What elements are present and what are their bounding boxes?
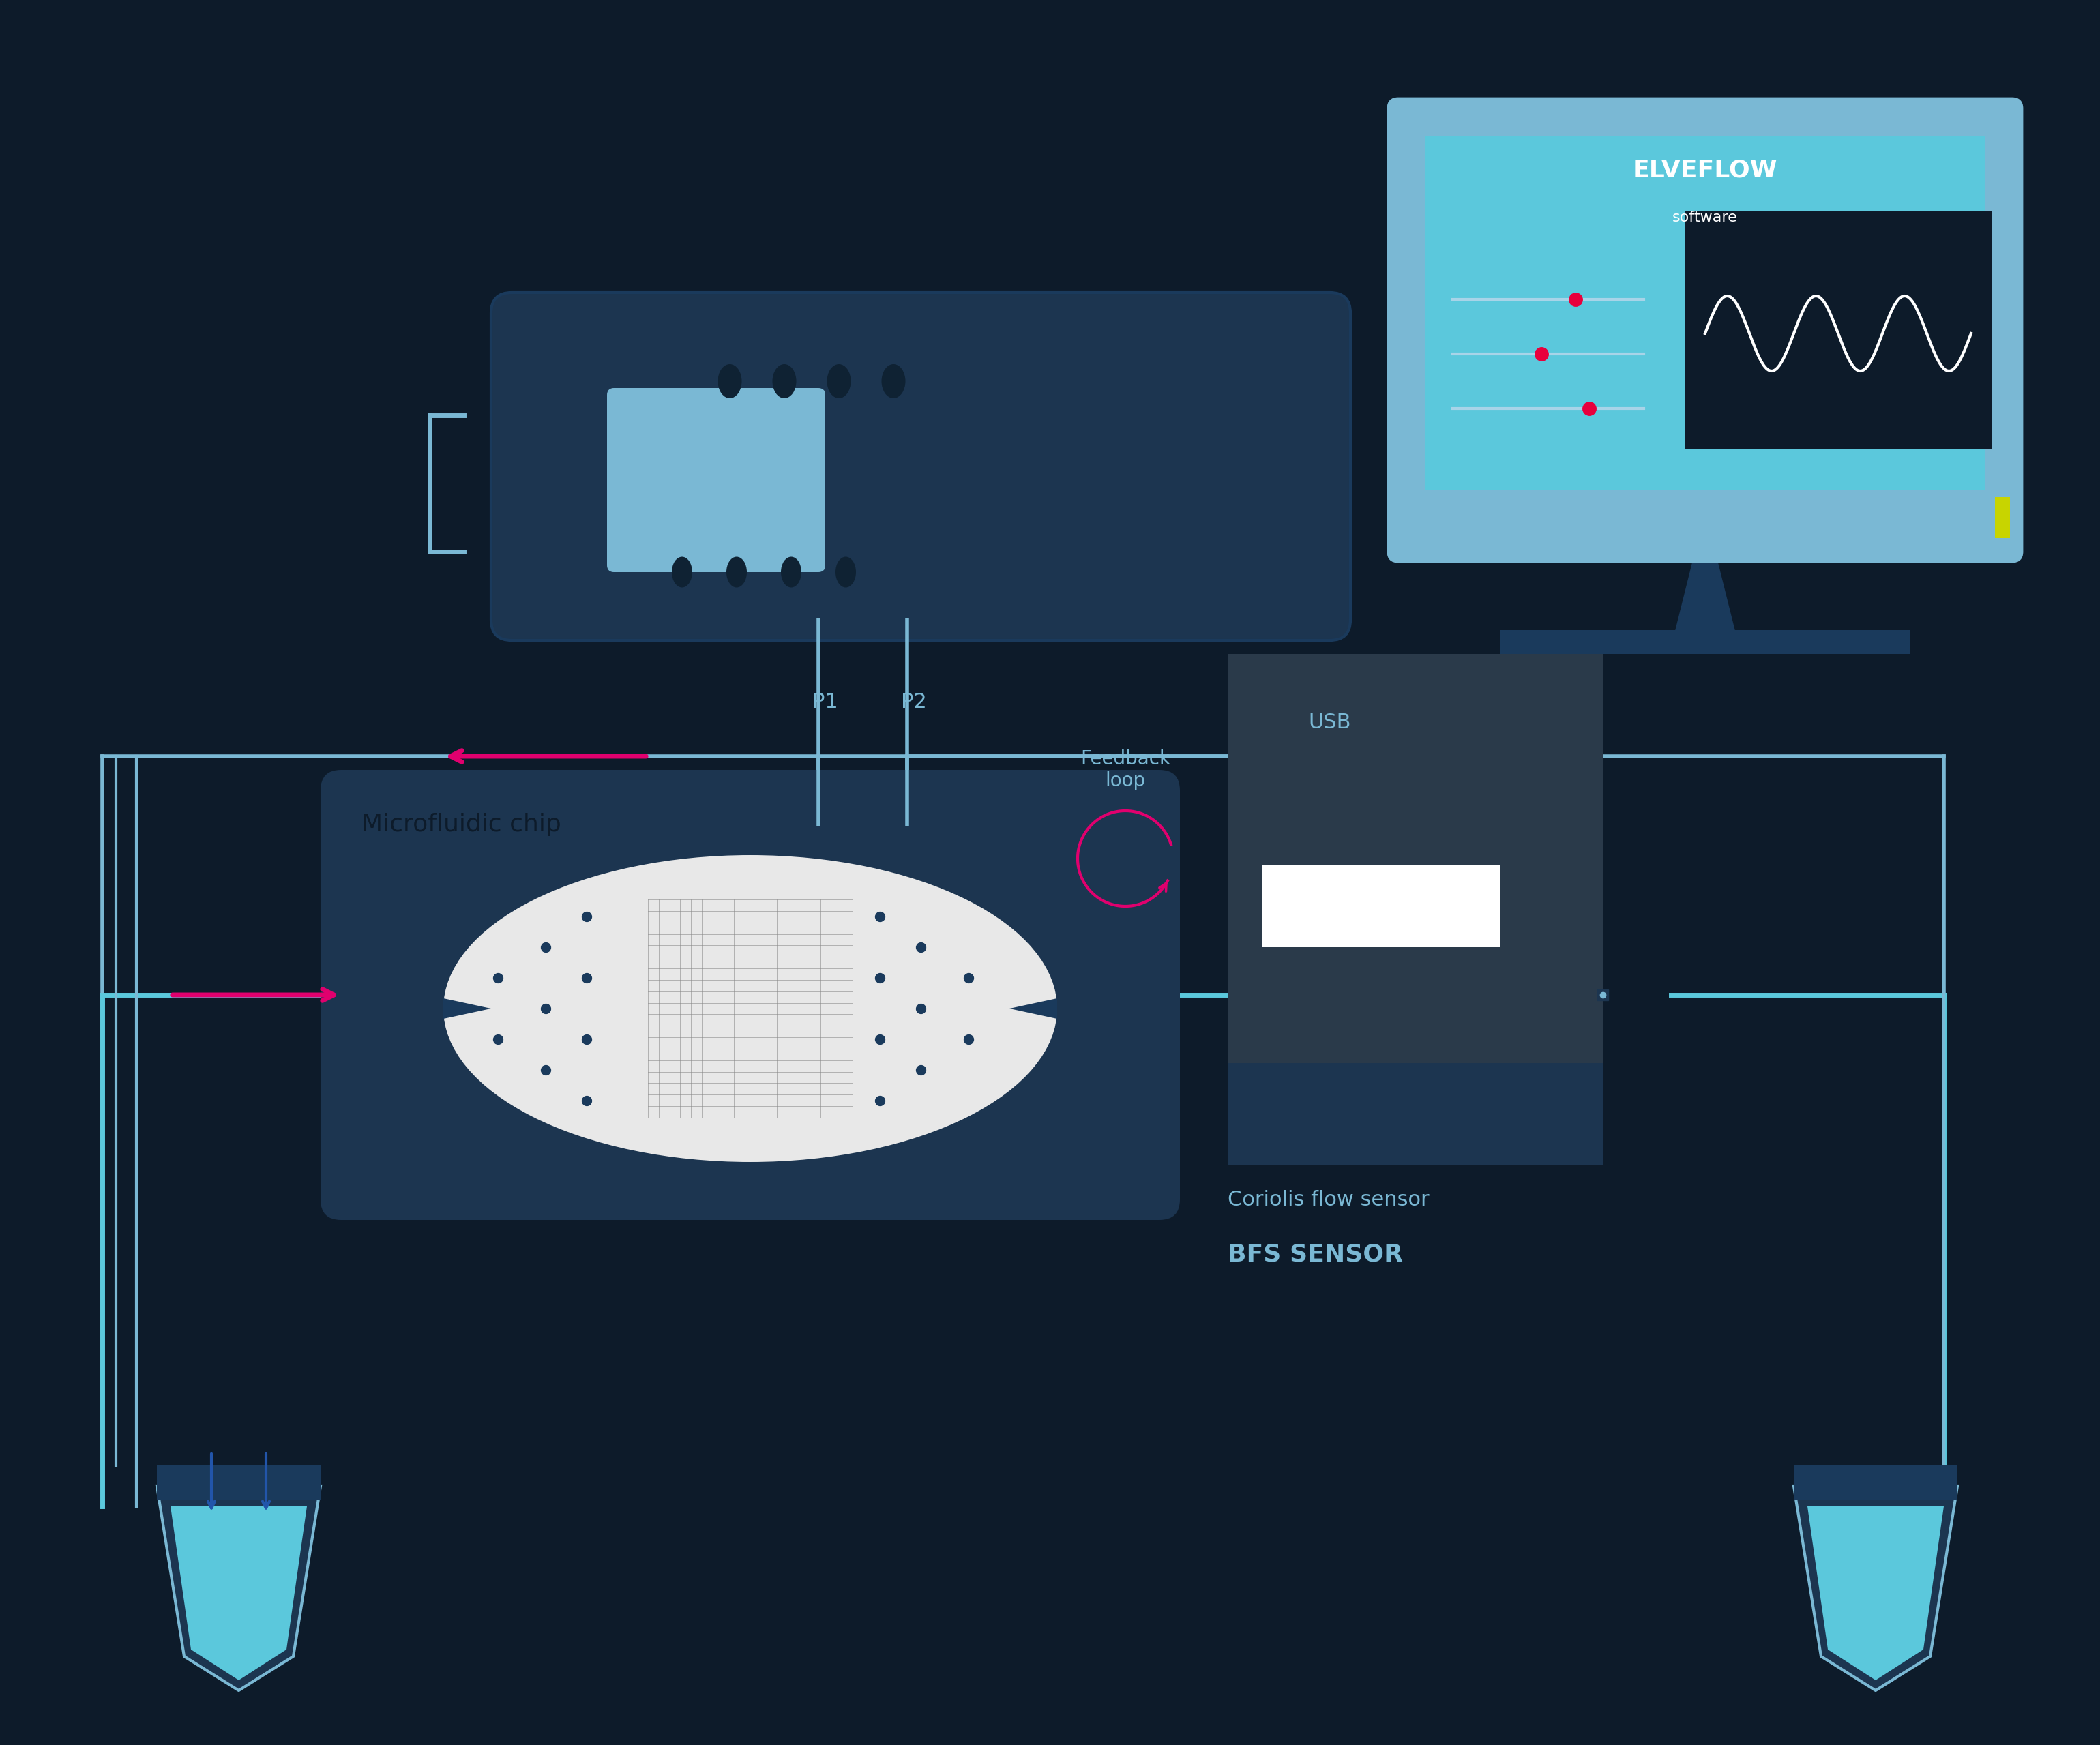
Text: P1: P1 — [813, 691, 838, 712]
Text: Coriolis flow sensor: Coriolis flow sensor — [1228, 1190, 1430, 1209]
Text: Collecting: Collecting — [1535, 1570, 1663, 1593]
FancyBboxPatch shape — [491, 293, 1350, 640]
FancyBboxPatch shape — [607, 387, 825, 572]
Polygon shape — [1793, 1487, 1957, 1691]
Bar — [1228, 1063, 1602, 1166]
Polygon shape — [1010, 998, 1056, 1019]
Bar — [1684, 211, 1991, 450]
Ellipse shape — [781, 557, 802, 588]
Text: OB1: OB1 — [477, 222, 556, 255]
Ellipse shape — [836, 557, 857, 588]
Ellipse shape — [443, 855, 1056, 1162]
Bar — [158, 1466, 321, 1499]
Bar — [1262, 866, 1502, 948]
Text: ELVEFLOW: ELVEFLOW — [1632, 159, 1777, 181]
Text: software: software — [1672, 211, 1739, 225]
Polygon shape — [170, 1506, 307, 1680]
FancyBboxPatch shape — [321, 770, 1180, 1220]
Bar — [1228, 654, 1602, 1063]
Ellipse shape — [718, 365, 741, 398]
Text: Microfluidic chip: Microfluidic chip — [361, 813, 561, 836]
Polygon shape — [443, 998, 491, 1019]
FancyBboxPatch shape — [1426, 136, 1984, 490]
Text: Feedback
loop: Feedback loop — [1079, 749, 1170, 790]
Text: Reservoir 2: Reservoir 2 — [1535, 1509, 1653, 1530]
Text: Reservoir 1: Reservoir 1 — [361, 1509, 479, 1530]
Ellipse shape — [727, 557, 748, 588]
Bar — [1793, 1466, 1957, 1499]
Polygon shape — [158, 1487, 321, 1691]
Ellipse shape — [882, 365, 905, 398]
Ellipse shape — [672, 557, 693, 588]
Polygon shape — [1674, 551, 1737, 633]
Bar — [1502, 630, 1909, 654]
Text: Initial colloidal
suspensions: Initial colloidal suspensions — [361, 1584, 550, 1633]
Ellipse shape — [827, 365, 850, 398]
Ellipse shape — [773, 365, 796, 398]
Text: Pressure controller: Pressure controller — [477, 148, 762, 178]
Text: BFS SENSOR: BFS SENSOR — [1228, 1242, 1403, 1265]
Text: P2: P2 — [901, 691, 926, 712]
FancyBboxPatch shape — [1388, 98, 2022, 562]
Polygon shape — [1808, 1506, 1945, 1680]
Bar — [1995, 497, 2010, 537]
Text: USB: USB — [1308, 712, 1350, 731]
